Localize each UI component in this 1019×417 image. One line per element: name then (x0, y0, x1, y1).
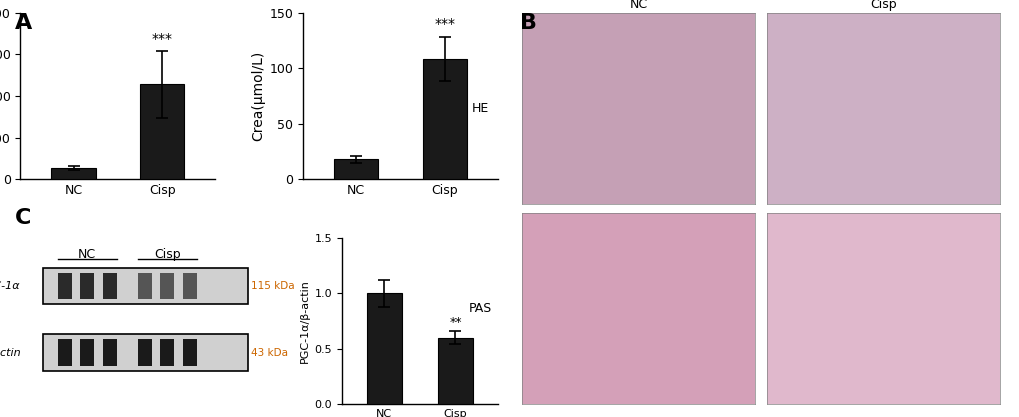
FancyBboxPatch shape (138, 339, 152, 366)
Title: NC: NC (629, 0, 647, 11)
Text: A: A (15, 13, 33, 33)
Bar (422, 59, 467, 179)
FancyBboxPatch shape (182, 273, 197, 299)
Text: NC: NC (78, 248, 96, 261)
FancyBboxPatch shape (81, 339, 94, 366)
FancyBboxPatch shape (43, 268, 248, 304)
Text: **: ** (448, 316, 462, 329)
FancyBboxPatch shape (81, 273, 94, 299)
Text: 43 kDa: 43 kDa (251, 348, 287, 358)
Y-axis label: HE: HE (471, 102, 488, 115)
Y-axis label: PGC-1α/β-actin: PGC-1α/β-actin (300, 279, 310, 363)
FancyBboxPatch shape (160, 273, 174, 299)
Text: B: B (520, 13, 537, 33)
FancyBboxPatch shape (182, 339, 197, 366)
Text: ***: *** (434, 18, 454, 31)
FancyBboxPatch shape (103, 339, 116, 366)
Y-axis label: Crea(μmol/L): Crea(μmol/L) (251, 51, 265, 141)
Text: ***: *** (152, 32, 172, 46)
Text: PGC-1α: PGC-1α (0, 281, 20, 291)
Bar (437, 338, 473, 404)
FancyBboxPatch shape (103, 273, 116, 299)
Bar (334, 159, 378, 179)
Text: C: C (15, 208, 32, 229)
Text: 115 kDa: 115 kDa (251, 281, 293, 291)
Y-axis label: PAS: PAS (468, 302, 491, 315)
FancyBboxPatch shape (138, 273, 152, 299)
Text: β-actin: β-actin (0, 348, 20, 358)
Bar (366, 293, 401, 404)
Bar (140, 84, 184, 179)
FancyBboxPatch shape (58, 273, 71, 299)
Title: Cisp: Cisp (869, 0, 896, 11)
Bar (51, 168, 96, 179)
FancyBboxPatch shape (58, 339, 71, 366)
Text: Cisp: Cisp (154, 248, 180, 261)
FancyBboxPatch shape (160, 339, 174, 366)
FancyBboxPatch shape (43, 334, 248, 371)
